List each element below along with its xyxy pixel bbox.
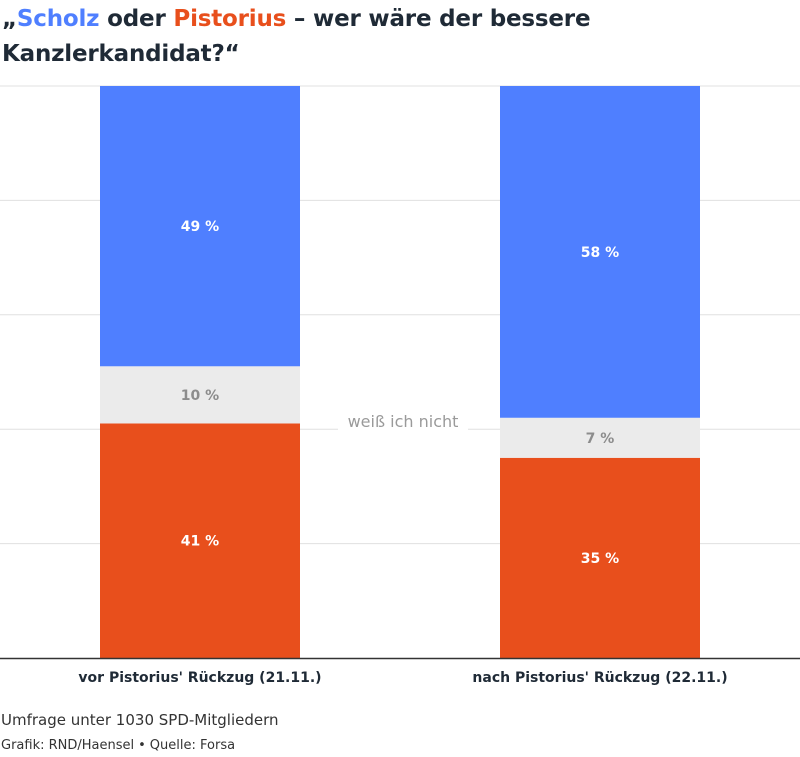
label-pistorius-0: 41 % — [181, 534, 219, 550]
label-scholz-1: 58 % — [581, 245, 619, 261]
title-open-quote: „ — [2, 6, 17, 32]
annotations: weiß ich nicht — [338, 410, 468, 432]
bar-unknown-0 — [100, 366, 300, 424]
x-tick-label-0: vor Pistorius' Rückzug (21.11.) — [78, 670, 321, 686]
annotation-background — [338, 410, 468, 432]
credit-quelle: Quelle: Forsa — [149, 738, 236, 753]
label-pistorius-1: 35 % — [581, 551, 619, 567]
credit-grafik: Grafik: RND/Haensel — [1, 738, 135, 753]
bar-pistorius-0 — [100, 423, 300, 658]
annotation-weiss-ich-nicht: weiß ich nicht — [348, 412, 459, 431]
bar-scholz-1 — [500, 86, 700, 418]
bar-scholz-0 — [100, 86, 300, 367]
chart-subtitle: Umfrage unter 1030 SPD-Mitgliedern — [1, 711, 279, 729]
title-name-scholz: Scholz — [16, 6, 100, 32]
label-unknown-1: 7 % — [586, 431, 615, 447]
bar-pistorius-1 — [500, 457, 700, 658]
value-labels: 41 % 10 % 49 % 35 % 7 % 58 % — [181, 219, 619, 567]
bars — [100, 86, 700, 658]
chart-credits: Grafik: RND/Haensel • Quelle: Forsa — [1, 738, 235, 753]
title-name-pistorius: Pistorius — [173, 6, 287, 32]
label-scholz-0: 49 % — [181, 219, 219, 235]
x-tick-label-1: nach Pistorius' Rückzug (22.11.) — [472, 670, 727, 686]
x-axis: vor Pistorius' Rückzug (21.11.) nach Pist… — [0, 657, 800, 686]
credit-separator: • — [138, 738, 146, 753]
title-rest: – wer wäre der bessere Kanzlerkandidat?“ — [2, 6, 591, 67]
stacked-bar-chart: 41 % 10 % 49 % 35 % 7 % 58 % weiß ich nicht v… — [0, 85, 800, 686]
title-connector: oder — [99, 6, 174, 32]
chart-title: „Scholz oder Pistorius – wer wäre der be… — [2, 2, 792, 72]
label-unknown-0: 10 % — [181, 388, 219, 404]
bar-unknown-1 — [500, 417, 700, 458]
